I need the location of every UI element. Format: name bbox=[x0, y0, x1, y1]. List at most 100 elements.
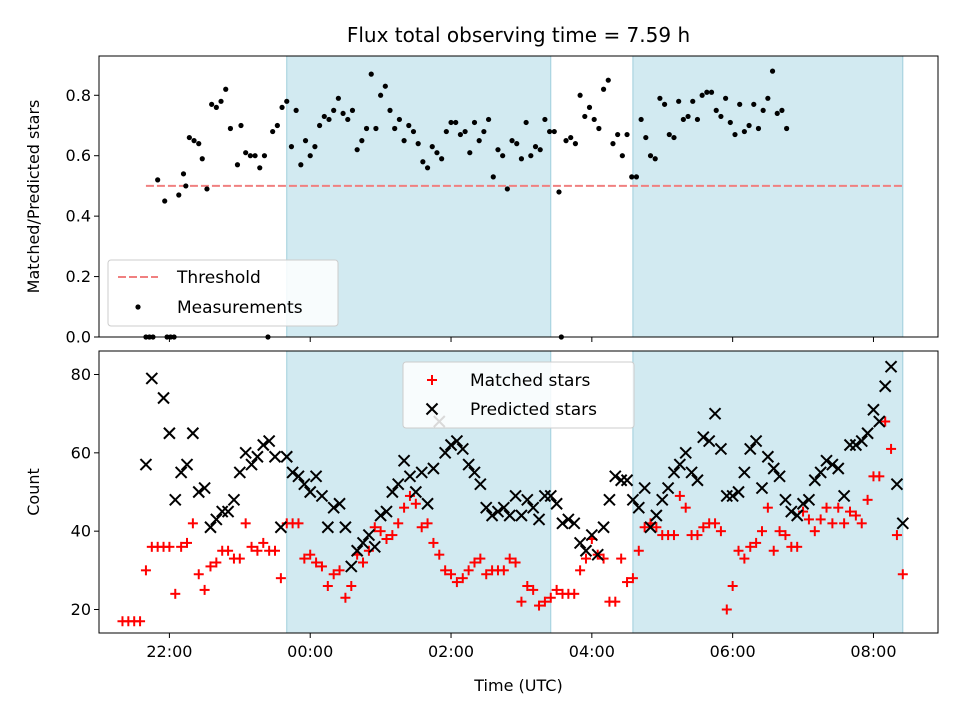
matched-star-point bbox=[358, 557, 369, 568]
predicted-star-point bbox=[163, 427, 176, 440]
predicted-star-point bbox=[597, 521, 610, 534]
predicted-star-point-b bbox=[638, 481, 651, 495]
predicted-star-point bbox=[609, 470, 622, 483]
legend-x-mark-b bbox=[425, 402, 439, 416]
matched-star-point bbox=[639, 522, 650, 533]
predicted-star-point-b bbox=[538, 489, 552, 503]
predicted-star-point bbox=[304, 485, 317, 499]
matched-star-point bbox=[815, 514, 826, 525]
matched-star-point bbox=[305, 549, 316, 560]
measurement-point bbox=[443, 128, 449, 135]
measurement-point bbox=[415, 141, 421, 147]
matched-star-point bbox=[539, 596, 550, 607]
y-tick: 40 bbox=[71, 522, 99, 541]
matched-star-point bbox=[416, 522, 427, 533]
measurement-point bbox=[546, 128, 553, 135]
x-tick-label: 02:00 bbox=[428, 642, 474, 661]
predicted-star-point bbox=[239, 446, 252, 460]
predicted-star-point bbox=[843, 438, 857, 452]
predicted-star-point-b bbox=[216, 505, 229, 518]
predicted-star-point bbox=[350, 544, 364, 557]
measurement-point bbox=[755, 125, 762, 132]
measurement-point bbox=[751, 101, 757, 107]
predicted-star-point-b bbox=[409, 485, 423, 499]
matched-star-point bbox=[164, 541, 175, 552]
predicted-star-point bbox=[421, 497, 434, 510]
predicted-star-point bbox=[679, 446, 692, 460]
predicted-star-point bbox=[702, 434, 716, 448]
matched-star-point bbox=[293, 518, 304, 529]
measurement-point bbox=[293, 107, 299, 113]
predicted-star-point bbox=[779, 493, 792, 507]
predicted-star-point-b bbox=[245, 458, 258, 471]
measurement-point bbox=[298, 162, 304, 168]
measurement-point bbox=[191, 138, 197, 144]
predicted-star-point bbox=[456, 442, 469, 456]
predicted-star-point bbox=[503, 509, 516, 522]
predicted-star-point-b bbox=[632, 501, 645, 514]
measurement-point bbox=[699, 92, 705, 98]
measurement-point bbox=[509, 138, 515, 144]
measurement-point bbox=[448, 119, 454, 126]
matched-star-point bbox=[510, 557, 521, 568]
measurement-point bbox=[666, 131, 672, 138]
predicted-star-point-b bbox=[785, 505, 798, 518]
matched-star-point bbox=[827, 518, 838, 529]
measurement-point bbox=[610, 141, 616, 147]
predicted-star-point-b bbox=[556, 517, 569, 530]
matched-star-point bbox=[821, 502, 832, 513]
ratio-legend-box bbox=[107, 259, 339, 327]
matched-star-point bbox=[199, 584, 210, 595]
predicted-star-point bbox=[761, 450, 775, 463]
measurement-point bbox=[774, 110, 780, 117]
matched-star-point bbox=[751, 537, 762, 548]
predicted-star-point bbox=[749, 434, 763, 448]
measurement-point bbox=[378, 92, 384, 98]
y-tick: 20 bbox=[71, 600, 99, 619]
y-tick-label: 20 bbox=[71, 600, 91, 619]
matched-star-point bbox=[234, 553, 245, 564]
y-tick-label: 80 bbox=[71, 365, 91, 384]
measurement-point bbox=[279, 104, 285, 110]
measurement-point bbox=[457, 131, 464, 138]
measurement-point bbox=[600, 86, 607, 92]
predicted-star-point-b bbox=[749, 434, 763, 448]
measurement-point bbox=[619, 153, 625, 159]
measurement-point bbox=[713, 107, 719, 113]
measurement-point bbox=[307, 153, 313, 159]
y-tick: 0.6 bbox=[66, 146, 99, 165]
predicted-star-point-b bbox=[843, 438, 857, 452]
matched-star-point bbox=[311, 557, 322, 568]
matched-star-point bbox=[182, 537, 193, 548]
matched-star-point bbox=[633, 545, 644, 556]
predicted-star-point bbox=[667, 466, 681, 479]
measurement-point bbox=[373, 125, 379, 132]
matched-star-point bbox=[410, 498, 421, 509]
predicted-star-point bbox=[497, 501, 511, 514]
predicted-star-point-b bbox=[855, 434, 868, 448]
predicted-star-point-b bbox=[286, 466, 299, 479]
measurement-point bbox=[577, 92, 583, 98]
matched-stars-points bbox=[117, 416, 908, 627]
predicted-star-point-b bbox=[644, 521, 657, 534]
predicted-star-point-b bbox=[462, 458, 475, 471]
predicted-star-point bbox=[744, 442, 757, 456]
matched-star-point bbox=[762, 502, 773, 513]
y-tick-label: 0.4 bbox=[66, 207, 91, 226]
predicted-star-point-b bbox=[614, 474, 628, 487]
predicted-star-point bbox=[192, 485, 205, 499]
legend-threshold-label: Threshold bbox=[176, 268, 261, 288]
measurement-point bbox=[213, 104, 219, 110]
matched-star-point bbox=[880, 416, 891, 427]
matched-star-point bbox=[668, 530, 679, 541]
measurement-point bbox=[176, 192, 182, 198]
predicted-star-point bbox=[738, 466, 751, 479]
predicted-star-point bbox=[790, 509, 804, 522]
measurement-point bbox=[401, 138, 407, 144]
predicted-star-point-b bbox=[474, 477, 487, 491]
legend-measurements-swatch bbox=[135, 304, 141, 310]
predicted-star-point bbox=[884, 360, 898, 373]
matched-star-point bbox=[275, 573, 286, 584]
